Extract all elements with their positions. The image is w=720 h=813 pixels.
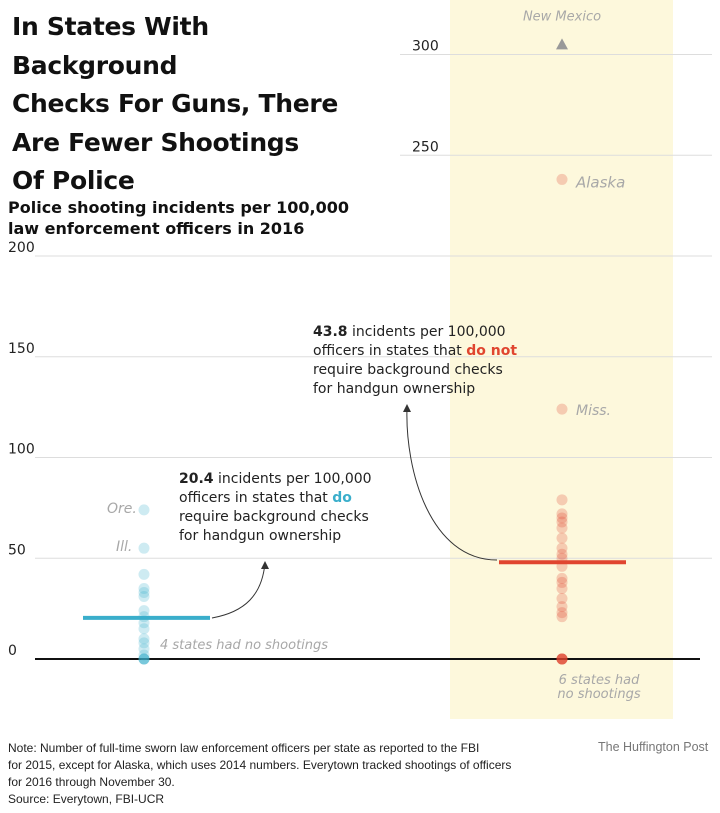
point-labels: Ore. Ill. 4 states had no shootings New Mex… xyxy=(107,9,641,702)
y-tick-label: 0 xyxy=(8,643,17,659)
y-tick-label: 150 xyxy=(8,341,35,357)
annotation-text: incidents per 100,000 xyxy=(347,324,506,340)
data-point xyxy=(138,504,150,516)
data-point xyxy=(556,516,568,528)
data-point xyxy=(556,542,568,554)
y-axis-tick-labels: 0 50 100 150 200 250 300 xyxy=(8,39,439,660)
data-point xyxy=(556,582,568,594)
grid-lines xyxy=(35,54,712,559)
without-checks-annotation-arrow xyxy=(406,407,498,561)
with-checks-annotation-arrow xyxy=(211,562,266,619)
with-checks-points xyxy=(138,504,150,665)
annotation-text: incidents per 100,000 xyxy=(213,471,372,487)
point-label: no shootings xyxy=(557,687,640,702)
data-point xyxy=(556,653,568,665)
note-line: for 2016 through November 30. xyxy=(8,775,175,789)
data-point xyxy=(556,653,568,665)
data-point xyxy=(138,587,150,599)
annotation-text: require background checks xyxy=(179,509,369,525)
data-point xyxy=(138,653,150,665)
data-point xyxy=(138,568,150,580)
data-point xyxy=(556,653,568,665)
credit: The Huffington Post xyxy=(598,740,709,754)
data-point xyxy=(138,542,150,554)
data-point xyxy=(556,173,568,185)
without-checks-points xyxy=(556,38,568,665)
headline-line: Are Fewer Shootings xyxy=(12,127,299,157)
annotation-text: officers in states that xyxy=(179,490,333,506)
y-tick-label: 50 xyxy=(8,542,26,558)
data-point xyxy=(556,508,568,520)
y-tick-label: 200 xyxy=(8,240,35,256)
without-checks-keyword: do not xyxy=(466,343,518,359)
note-line: for 2015, except for Alaska, which uses … xyxy=(8,758,512,772)
footnote: Note: Number of full-time sworn law enfo… xyxy=(8,740,568,808)
highlight-band xyxy=(450,0,673,719)
annotation-text: for handgun ownership xyxy=(313,381,476,397)
data-point xyxy=(556,653,568,665)
subtitle-line: Police shooting incidents per 100,000 xyxy=(8,198,349,217)
data-point xyxy=(138,605,150,617)
data-point xyxy=(138,649,150,661)
point-label: New Mexico xyxy=(523,9,601,24)
data-point xyxy=(556,548,568,560)
data-point xyxy=(138,653,150,665)
data-point xyxy=(556,653,568,665)
data-point xyxy=(556,522,568,534)
data-point xyxy=(556,611,568,623)
data-point xyxy=(138,643,150,655)
data-point xyxy=(138,582,150,594)
headline-line: In States With Background xyxy=(12,12,209,80)
data-point xyxy=(556,512,568,524)
headline: In States With Background Checks For Gun… xyxy=(12,8,382,201)
point-label: Miss. xyxy=(576,403,611,419)
point-label: Alaska xyxy=(575,173,625,191)
point-label: Ore. xyxy=(107,501,137,517)
y-tick-label: 100 xyxy=(8,442,35,458)
data-point xyxy=(556,653,568,665)
y-tick-label: 250 xyxy=(412,139,439,155)
annotation-text: require background checks xyxy=(313,362,503,378)
with-checks-keyword: do xyxy=(332,490,352,506)
point-label: 4 states had no shootings xyxy=(160,638,328,653)
with-checks-value: 20.4 xyxy=(179,471,214,487)
headline-line: Of Police xyxy=(12,166,135,195)
data-point xyxy=(556,532,568,544)
y-tick-label: 300 xyxy=(412,39,439,55)
source-line: Source: Everytown, FBI-UCR xyxy=(8,792,165,806)
data-point xyxy=(138,653,150,665)
data-point xyxy=(138,653,150,665)
data-point xyxy=(556,576,568,588)
data-point xyxy=(138,591,150,603)
note-line: Note: Number of full-time sworn law enfo… xyxy=(8,741,480,755)
data-point xyxy=(556,572,568,584)
point-label: Ill. xyxy=(116,539,132,555)
data-point xyxy=(556,403,568,415)
data-point xyxy=(138,637,150,649)
chart-subtitle: Police shooting incidents per 100,000 la… xyxy=(8,197,368,239)
data-point-offscale xyxy=(556,38,568,50)
headline-line: Checks For Guns, There xyxy=(12,89,339,118)
without-checks-value: 43.8 xyxy=(313,324,348,340)
subtitle-line: law enforcement officers in 2016 xyxy=(8,219,305,238)
data-point xyxy=(556,593,568,605)
data-point xyxy=(556,601,568,613)
annotation-text: for handgun ownership xyxy=(179,528,342,544)
data-point xyxy=(138,623,150,635)
data-point xyxy=(138,617,150,629)
with-checks-arrowhead xyxy=(261,561,269,569)
data-point xyxy=(556,607,568,619)
data-point xyxy=(556,494,568,506)
with-checks-annotation: 20.4 incidents per 100,000 officers in s… xyxy=(179,470,409,546)
point-label: 6 states had xyxy=(559,673,640,688)
without-checks-annotation: 43.8 incidents per 100,000 officers in s… xyxy=(313,323,543,399)
annotation-text: officers in states that xyxy=(313,343,467,359)
data-point xyxy=(138,633,150,645)
without-checks-arrowhead xyxy=(403,404,411,412)
